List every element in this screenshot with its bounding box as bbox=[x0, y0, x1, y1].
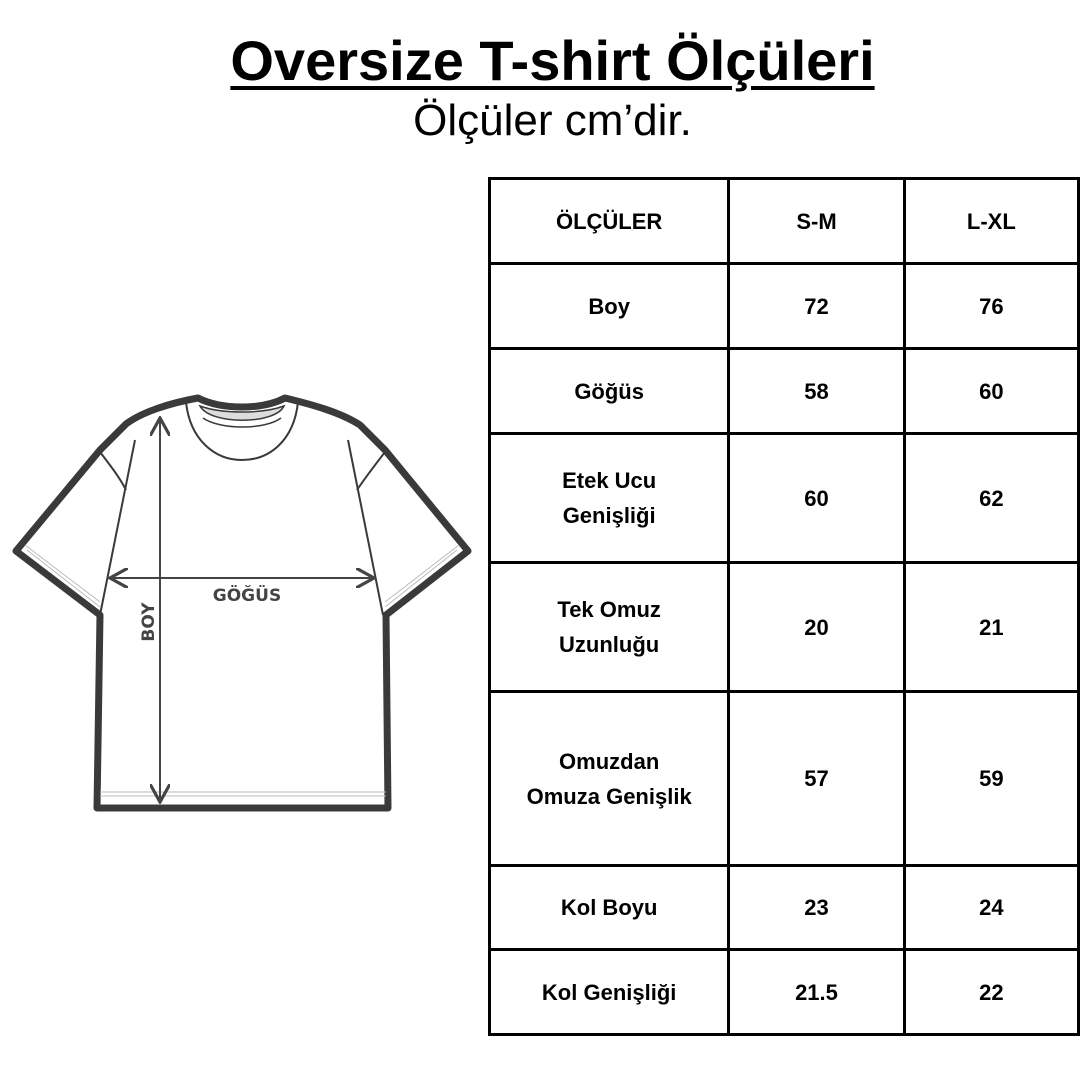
size-table: ÖLÇÜLER S-M L-XL Boy 72 76 Göğüs 58 60 E… bbox=[487, 177, 1080, 1036]
table-row: Kol Genişliği 21.5 22 bbox=[487, 948, 1080, 1036]
cell-lxl: 59 bbox=[902, 690, 1080, 867]
cell-lxl: 62 bbox=[902, 432, 1080, 564]
cell-lxl: 22 bbox=[902, 948, 1080, 1036]
page-title: Oversize T-shirt Ölçüleri bbox=[230, 29, 875, 92]
cell-sm: 72 bbox=[727, 262, 906, 350]
chest-label: GÖĞÜS bbox=[213, 584, 281, 606]
row-label: Boy bbox=[487, 262, 731, 350]
table-row: Etek Ucu Genişliği 60 62 bbox=[487, 432, 1080, 564]
table-row: Omuzdan Omuza Genişlik 57 59 bbox=[487, 690, 1080, 867]
table-header-row: ÖLÇÜLER S-M L-XL bbox=[487, 177, 1080, 265]
table-row: Göğüs 58 60 bbox=[487, 347, 1080, 435]
row-label: Kol Boyu bbox=[487, 864, 731, 951]
table-row: Boy 72 76 bbox=[487, 262, 1080, 350]
header-cell: L-XL bbox=[902, 177, 1080, 265]
tshirt-outline bbox=[12, 394, 472, 812]
page-subtitle: Ölçüler cm’dir. bbox=[413, 96, 692, 145]
cell-sm: 21.5 bbox=[727, 948, 906, 1036]
row-label: Göğüs bbox=[487, 347, 731, 435]
cell-sm: 23 bbox=[727, 864, 906, 951]
cell-lxl: 76 bbox=[902, 262, 1080, 350]
row-label: Omuzdan Omuza Genişlik bbox=[487, 690, 731, 867]
length-label: BOY bbox=[139, 602, 159, 642]
header-cell: S-M bbox=[727, 177, 906, 265]
cell-sm: 58 bbox=[727, 347, 906, 435]
cell-lxl: 21 bbox=[902, 561, 1080, 693]
collar bbox=[185, 401, 299, 462]
row-label: Etek Ucu Genişliği bbox=[487, 432, 731, 564]
tshirt-diagram: GÖĞÜS BOY bbox=[12, 394, 472, 812]
collar-inner bbox=[198, 404, 286, 421]
header-cell: ÖLÇÜLER bbox=[487, 177, 731, 265]
table-row: Kol Boyu 23 24 bbox=[487, 864, 1080, 951]
cell-sm: 60 bbox=[727, 432, 906, 564]
row-label: Tek Omuz Uzunluğu bbox=[487, 561, 731, 693]
table-row: Tek Omuz Uzunluğu 20 21 bbox=[487, 561, 1080, 693]
row-label: Kol Genişliği bbox=[487, 948, 731, 1036]
cell-lxl: 60 bbox=[902, 347, 1080, 435]
cell-lxl: 24 bbox=[902, 864, 1080, 951]
cell-sm: 20 bbox=[727, 561, 906, 693]
cell-sm: 57 bbox=[727, 690, 906, 867]
